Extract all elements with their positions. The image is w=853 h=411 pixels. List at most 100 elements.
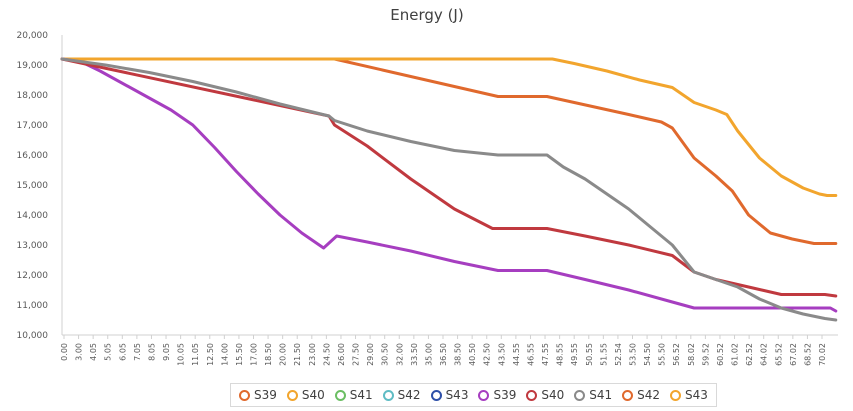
x-tick-label: 48.55 (556, 343, 565, 366)
x-tick-label: 23.00 (308, 343, 317, 366)
legend-marker-icon (382, 389, 394, 401)
y-tick-label: 12,000 (17, 271, 49, 281)
legend-label: S40 (301, 388, 325, 402)
x-tick-label: 21.50 (293, 343, 302, 366)
x-tick-label: 42.50 (483, 343, 492, 366)
legend-marker-icon (430, 389, 442, 401)
x-tick-label: 11.05 (191, 343, 200, 366)
y-tick-label: 17,000 (17, 121, 49, 131)
x-tick-label: 27.50 (352, 343, 361, 366)
x-tick-label: 29.00 (366, 343, 375, 366)
x-tick-label: 58.02 (687, 343, 696, 366)
legend-label: S42 (637, 388, 661, 402)
legend-item-s42[interactable]: S42 (382, 388, 421, 402)
x-tick-label: 3.00 (75, 343, 84, 361)
x-tick-label: 5.05 (104, 343, 113, 361)
x-tick-label: 36.50 (439, 343, 448, 366)
x-tick-label: 35.00 (424, 343, 433, 366)
legend-label: S41 (589, 388, 613, 402)
x-tick-label: 43.50 (497, 343, 506, 366)
legend-item-s42[interactable]: S42 (622, 388, 660, 402)
y-tick-label: 11,000 (17, 301, 49, 311)
legend-item-s40[interactable]: S40 (526, 388, 564, 402)
y-tick-label: 14,000 (17, 211, 49, 221)
legend-item-s41[interactable]: S41 (334, 388, 373, 402)
x-tick-label: 40.50 (468, 343, 477, 366)
legend-item-s41[interactable]: S41 (574, 388, 612, 402)
legend-marker-icon (334, 389, 346, 401)
x-tick-label: 9.05 (162, 343, 171, 361)
x-tick-label: 15.50 (235, 343, 244, 366)
x-tick-label: 47.55 (541, 343, 550, 366)
y-tick-label: 18,000 (17, 91, 49, 101)
legend-label: S41 (349, 388, 373, 402)
x-tick-label: 12.50 (206, 343, 215, 366)
x-tick-label: 6.05 (118, 343, 127, 361)
x-tick-label: 67.02 (789, 343, 798, 366)
series-line-s40 (60, 57, 838, 197)
x-tick-label: 33.50 (410, 343, 419, 366)
legend-item-s43[interactable]: S43 (430, 388, 469, 402)
x-tick-label: 20.00 (279, 343, 288, 366)
y-tick-label: 19,000 (17, 61, 49, 71)
x-tick-label: 56.52 (672, 343, 681, 366)
y-tick-label: 20,000 (17, 31, 49, 41)
x-tick-label: 51.55 (599, 343, 608, 366)
x-tick-label: 65.52 (774, 343, 783, 366)
x-tick-label: 17.00 (250, 343, 259, 366)
legend-marker-icon (478, 389, 490, 401)
legend-item-s39[interactable]: S39 (478, 388, 516, 402)
y-tick-label: 13,000 (17, 241, 49, 251)
x-tick-label: 26.00 (337, 343, 346, 366)
x-tick-label: 49.55 (570, 343, 579, 366)
series-line-s39 (60, 57, 838, 313)
legend-marker-icon (526, 389, 538, 401)
x-tick-label: 70.02 (818, 343, 827, 366)
x-tick-label: 62.52 (745, 343, 754, 366)
chart-legend: S39 S40 S41 S42 S43 S39 S40 S41 S42 S43 (230, 383, 717, 407)
legend-item-s39[interactable]: S39 (239, 388, 277, 402)
y-tick-label: 10,000 (17, 331, 49, 341)
legend-label: S42 (397, 388, 421, 402)
x-tick-label: 68.52 (803, 343, 812, 366)
chart-title: Energy (J) (390, 6, 463, 24)
x-tick-label: 32.00 (395, 343, 404, 366)
x-tick-label: 61.02 (731, 343, 740, 366)
legend-label: S43 (445, 388, 469, 402)
legend-label: S43 (685, 388, 708, 402)
series-layer (60, 57, 838, 322)
x-tick-label: 24.50 (322, 343, 331, 366)
x-tick-label: 53.50 (629, 343, 638, 366)
x-tick-label: 64.02 (760, 343, 769, 366)
legend-label: S39 (254, 388, 277, 402)
y-tick-label: 16,000 (17, 151, 49, 161)
legend-marker-icon (239, 389, 250, 401)
legend-marker-icon (574, 389, 586, 401)
x-tick-label: 10.05 (177, 343, 186, 366)
x-tick-label: 0.00 (60, 343, 69, 361)
series-line-s40 (60, 57, 838, 298)
legend-label: S40 (541, 388, 565, 402)
y-tick-label: 15,000 (17, 181, 49, 191)
x-tick-label: 18.50 (264, 343, 273, 366)
x-tick-label: 44.55 (512, 343, 521, 366)
legend-item-s40[interactable]: S40 (286, 388, 325, 402)
x-tick-label: 46.55 (526, 343, 535, 366)
x-tick-label: 4.05 (89, 343, 98, 361)
x-tick-label: 14.00 (220, 343, 229, 366)
x-tick-label: 7.05 (133, 343, 142, 361)
x-tick-label: 59.52 (701, 343, 710, 366)
legend-item-s43[interactable]: S43 (670, 388, 708, 402)
legend-label: S39 (493, 388, 517, 402)
x-tick-label: 38.50 (454, 343, 463, 366)
y-axis: 10,000 11,000 12,000 13,000 14,000 15,000 16,0… (17, 31, 63, 341)
x-axis: 0.00 3.00 4.05 5.05 6.05 7.05 8.05 9.05 10.05 11.… (60, 334, 838, 366)
series-line-s39 (60, 57, 838, 245)
x-tick-label: 52.54 (614, 343, 623, 366)
x-tick-label: 30.50 (381, 343, 390, 366)
legend-marker-icon (622, 389, 634, 401)
x-tick-label: 55.50 (658, 343, 667, 366)
legend-marker-icon (670, 389, 682, 401)
x-tick-label: 8.05 (147, 343, 156, 361)
